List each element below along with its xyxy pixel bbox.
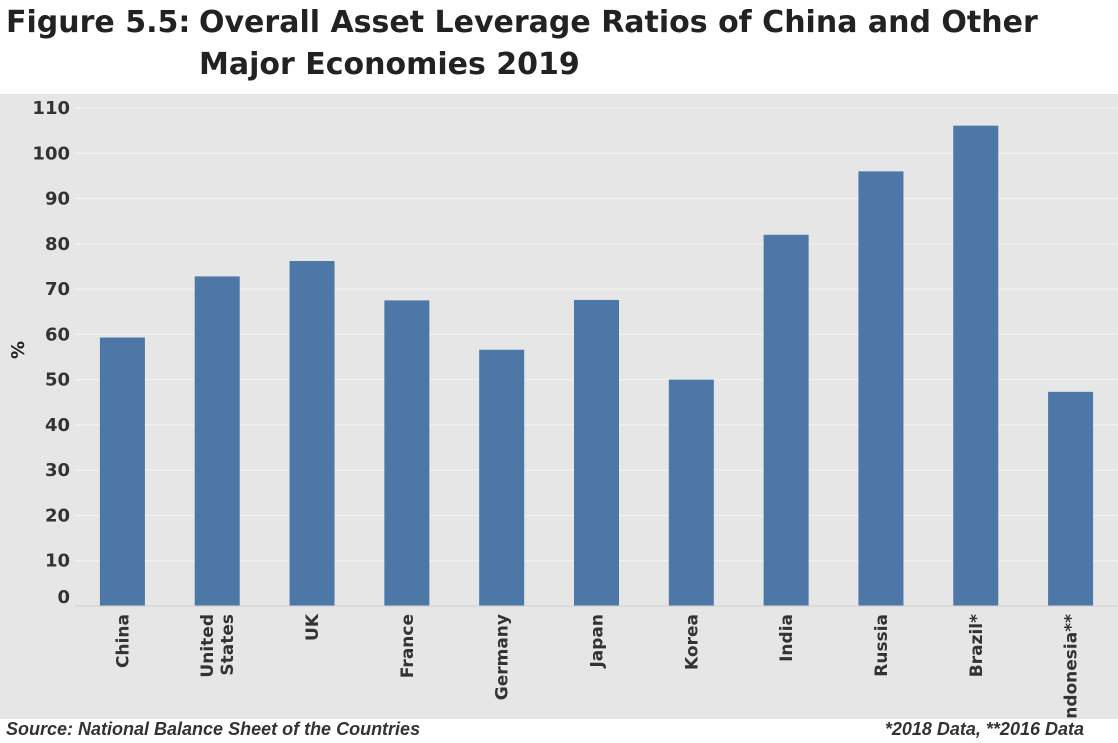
bar-brazil <box>953 125 999 606</box>
y-tick-label: 50 <box>45 370 70 391</box>
y-tick-label: 60 <box>45 324 70 345</box>
x-tick-labels: China UnitedStates UK France Germany Japan Kor… <box>113 613 1081 719</box>
bar-china <box>99 337 145 606</box>
bar-korea <box>668 379 714 606</box>
bar-germany <box>479 349 525 606</box>
figure-title: Overall Asset Leverage Ratios of China a… <box>199 5 1038 82</box>
bar-uk <box>289 261 335 606</box>
y-tick-label: 0 <box>57 587 70 608</box>
data-year-note: *2018 Data, **2016 Data <box>884 719 1084 739</box>
bar-indonesia <box>1048 391 1094 606</box>
x-tick-label: UK <box>303 613 323 641</box>
y-tick-label: 40 <box>45 415 70 436</box>
source-note: Source: National Balance Sheet of the Co… <box>6 719 421 739</box>
y-tick-label: 110 <box>32 98 70 119</box>
x-tick-label: India <box>777 614 797 662</box>
y-tick-label: 80 <box>45 234 70 255</box>
plot-background <box>0 94 1118 719</box>
y-tick-label: 90 <box>45 189 70 210</box>
y-tick-label: 10 <box>45 551 70 572</box>
y-tick-label: 30 <box>45 460 70 481</box>
bar-france <box>384 300 430 606</box>
x-tick-label: Germany <box>493 614 513 700</box>
x-tick-label: Indonesia** <box>1062 614 1082 719</box>
y-tick-label: 20 <box>45 505 70 526</box>
bar-chart: 0 10 20 30 40 50 60 70 80 90 100 110 China UnitedSta… <box>0 94 1118 719</box>
x-tick-label: Japan <box>588 614 608 669</box>
bar-india <box>763 234 809 606</box>
x-tick-label: Russia <box>872 614 892 677</box>
x-tick-label: Korea <box>682 614 702 670</box>
bar-united-states <box>194 276 240 606</box>
bar-russia <box>858 171 904 606</box>
bar-japan <box>574 299 619 606</box>
bars <box>99 125 1094 606</box>
x-tick-label: Brazil* <box>967 614 987 677</box>
y-tick-label: 100 <box>32 143 70 164</box>
x-tick-label: UnitedStates <box>198 614 238 678</box>
y-tick-labels: 0 10 20 30 40 50 60 70 80 90 100 110 <box>32 98 70 608</box>
figure-label: Figure 5.5: <box>6 5 191 40</box>
y-tick-label: 70 <box>45 279 70 300</box>
x-tick-label: France <box>398 614 418 678</box>
x-tick-label: China <box>113 614 133 668</box>
y-axis-label: % <box>8 341 29 359</box>
